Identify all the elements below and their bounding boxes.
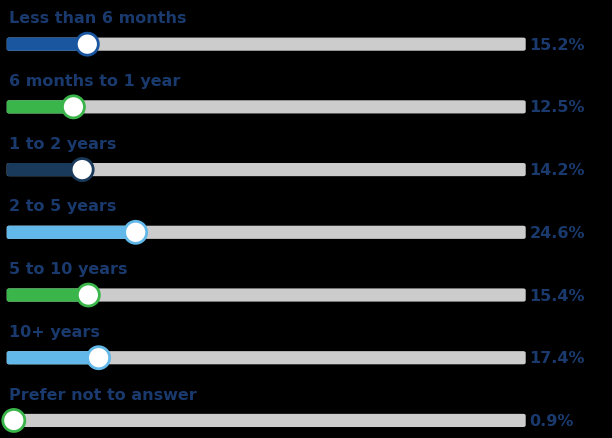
- Text: 6 months to 1 year: 6 months to 1 year: [9, 74, 181, 89]
- Text: 2 to 5 years: 2 to 5 years: [9, 199, 116, 214]
- Text: 24.6%: 24.6%: [529, 225, 585, 240]
- FancyBboxPatch shape: [7, 164, 84, 177]
- FancyBboxPatch shape: [7, 101, 526, 114]
- Text: 0.9%: 0.9%: [529, 413, 574, 428]
- Ellipse shape: [77, 284, 99, 306]
- Text: 15.2%: 15.2%: [529, 38, 585, 53]
- Text: 10+ years: 10+ years: [9, 324, 100, 339]
- FancyBboxPatch shape: [7, 414, 17, 427]
- Ellipse shape: [62, 97, 84, 119]
- FancyBboxPatch shape: [7, 39, 90, 52]
- FancyBboxPatch shape: [7, 289, 526, 302]
- FancyBboxPatch shape: [7, 289, 91, 302]
- FancyBboxPatch shape: [7, 226, 526, 239]
- Ellipse shape: [3, 410, 25, 431]
- Ellipse shape: [88, 347, 110, 369]
- Text: Prefer not to answer: Prefer not to answer: [9, 387, 197, 402]
- FancyBboxPatch shape: [7, 351, 101, 364]
- Ellipse shape: [76, 34, 99, 56]
- FancyBboxPatch shape: [7, 39, 526, 52]
- Text: 5 to 10 years: 5 to 10 years: [9, 261, 128, 276]
- FancyBboxPatch shape: [7, 414, 526, 427]
- Text: 12.5%: 12.5%: [529, 100, 585, 115]
- FancyBboxPatch shape: [7, 226, 138, 239]
- FancyBboxPatch shape: [7, 101, 76, 114]
- Ellipse shape: [125, 222, 147, 244]
- Text: 15.4%: 15.4%: [529, 288, 585, 303]
- Text: Less than 6 months: Less than 6 months: [9, 11, 187, 26]
- FancyBboxPatch shape: [7, 164, 526, 177]
- Ellipse shape: [71, 159, 93, 181]
- Text: 14.2%: 14.2%: [529, 162, 585, 178]
- FancyBboxPatch shape: [7, 351, 526, 364]
- Text: 1 to 2 years: 1 to 2 years: [9, 136, 116, 152]
- Text: 17.4%: 17.4%: [529, 350, 585, 365]
